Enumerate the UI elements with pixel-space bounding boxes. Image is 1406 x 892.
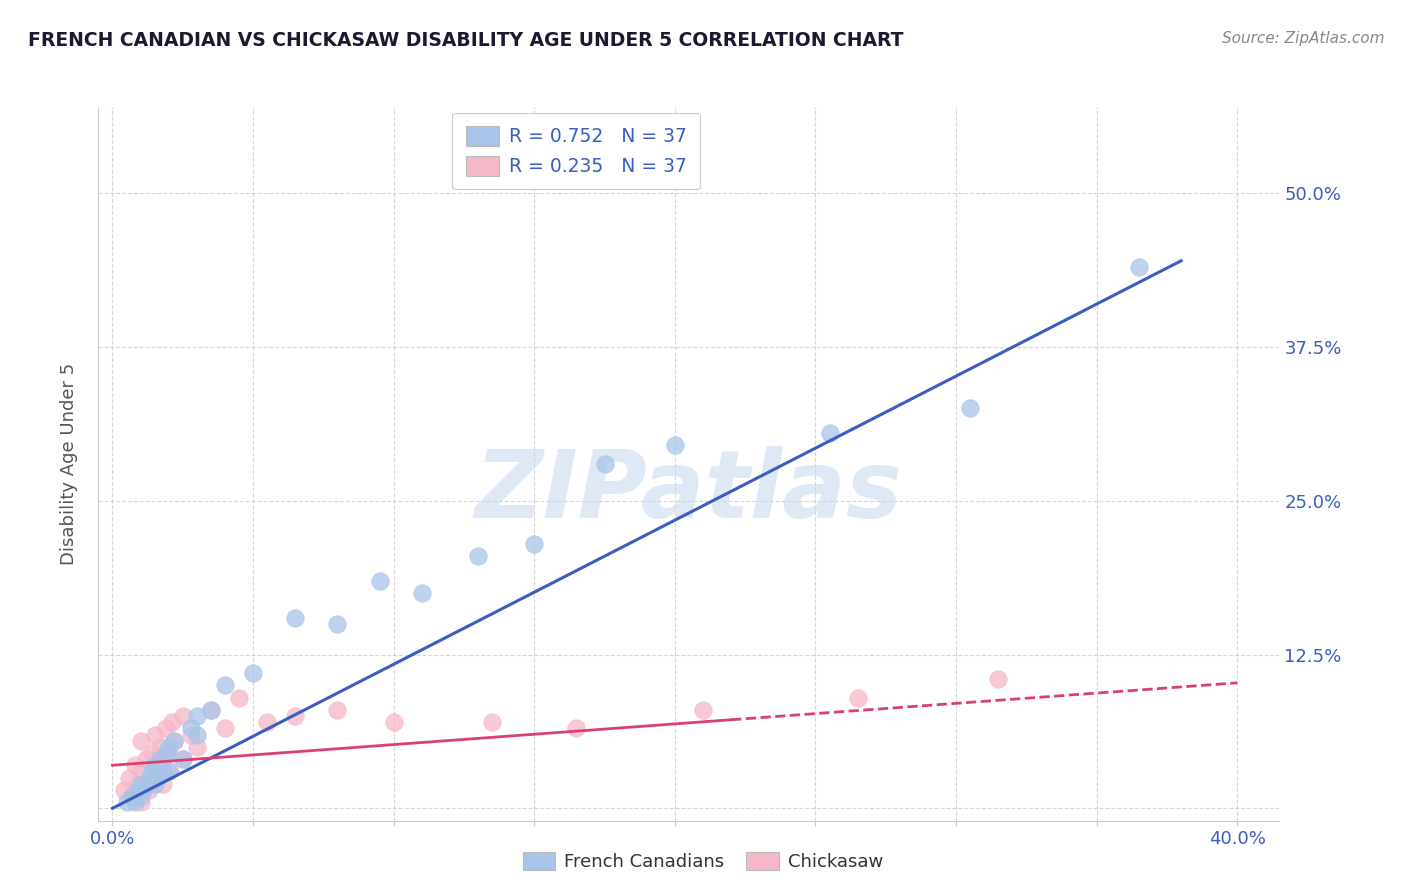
- Point: [138, 771, 160, 785]
- Point: [155, 746, 177, 760]
- Point: [593, 457, 616, 471]
- Point: [141, 764, 163, 779]
- Point: [186, 709, 208, 723]
- Legend: French Canadians, Chickasaw: French Canadians, Chickasaw: [516, 846, 890, 879]
- Point: [692, 703, 714, 717]
- Point: [157, 764, 180, 779]
- Point: [146, 771, 169, 785]
- Point: [138, 783, 160, 797]
- Point: [124, 758, 146, 772]
- Point: [382, 715, 405, 730]
- Point: [987, 672, 1010, 686]
- Point: [127, 777, 149, 791]
- Point: [256, 715, 278, 730]
- Point: [242, 665, 264, 680]
- Point: [118, 771, 141, 785]
- Point: [186, 739, 208, 754]
- Point: [846, 690, 869, 705]
- Point: [112, 783, 135, 797]
- Text: ZIPatlas: ZIPatlas: [475, 446, 903, 539]
- Point: [121, 789, 143, 803]
- Point: [284, 709, 307, 723]
- Point: [141, 746, 163, 760]
- Point: [467, 549, 489, 563]
- Point: [180, 727, 202, 741]
- Point: [152, 777, 174, 791]
- Point: [818, 426, 841, 441]
- Point: [129, 777, 152, 791]
- Point: [228, 690, 250, 705]
- Legend: R = 0.752   N = 37, R = 0.235   N = 37: R = 0.752 N = 37, R = 0.235 N = 37: [453, 112, 700, 189]
- Point: [172, 752, 194, 766]
- Point: [143, 727, 166, 741]
- Point: [135, 752, 157, 766]
- Point: [135, 777, 157, 791]
- Point: [200, 703, 222, 717]
- Point: [186, 727, 208, 741]
- Point: [172, 752, 194, 766]
- Point: [160, 715, 183, 730]
- Point: [115, 795, 138, 809]
- Point: [143, 777, 166, 791]
- Point: [172, 709, 194, 723]
- Y-axis label: Disability Age Under 5: Disability Age Under 5: [59, 363, 77, 565]
- Point: [146, 758, 169, 772]
- Point: [565, 722, 588, 736]
- Point: [143, 771, 166, 785]
- Point: [214, 678, 236, 692]
- Point: [163, 733, 186, 747]
- Point: [368, 574, 391, 588]
- Point: [129, 764, 152, 779]
- Point: [129, 733, 152, 747]
- Point: [124, 795, 146, 809]
- Text: Source: ZipAtlas.com: Source: ZipAtlas.com: [1222, 31, 1385, 46]
- Point: [121, 789, 143, 803]
- Point: [959, 401, 981, 416]
- Point: [127, 783, 149, 797]
- Point: [157, 746, 180, 760]
- Point: [284, 610, 307, 624]
- Point: [157, 764, 180, 779]
- Point: [149, 752, 172, 766]
- Point: [149, 739, 172, 754]
- Point: [214, 722, 236, 736]
- Point: [523, 537, 546, 551]
- Point: [411, 586, 433, 600]
- Point: [664, 438, 686, 452]
- Point: [155, 722, 177, 736]
- Point: [157, 739, 180, 754]
- Point: [129, 789, 152, 803]
- Point: [1128, 260, 1150, 274]
- Point: [326, 703, 349, 717]
- Text: FRENCH CANADIAN VS CHICKASAW DISABILITY AGE UNDER 5 CORRELATION CHART: FRENCH CANADIAN VS CHICKASAW DISABILITY …: [28, 31, 904, 50]
- Point: [143, 758, 166, 772]
- Point: [180, 722, 202, 736]
- Point: [481, 715, 503, 730]
- Point: [163, 733, 186, 747]
- Point: [129, 795, 152, 809]
- Point: [326, 616, 349, 631]
- Point: [152, 764, 174, 779]
- Point: [132, 783, 155, 797]
- Point: [200, 703, 222, 717]
